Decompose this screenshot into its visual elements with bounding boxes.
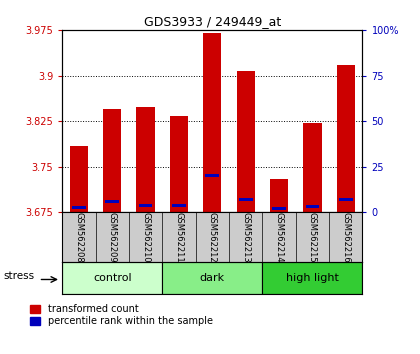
Text: GSM562209: GSM562209 xyxy=(108,212,117,263)
Text: GSM562213: GSM562213 xyxy=(241,212,250,263)
Text: GSM562212: GSM562212 xyxy=(208,212,217,263)
Bar xyxy=(272,207,286,210)
Bar xyxy=(339,198,353,201)
Bar xyxy=(70,145,88,212)
Bar xyxy=(205,175,219,177)
Bar xyxy=(336,65,355,212)
Bar xyxy=(270,179,288,212)
Text: high light: high light xyxy=(286,273,339,283)
Bar xyxy=(139,204,152,207)
Bar xyxy=(305,205,319,208)
Bar xyxy=(72,206,86,209)
Bar xyxy=(236,72,255,212)
Bar xyxy=(239,198,252,201)
Bar xyxy=(103,109,121,212)
Text: control: control xyxy=(93,273,131,283)
Bar xyxy=(172,204,186,207)
Text: GSM562210: GSM562210 xyxy=(141,212,150,263)
Bar xyxy=(162,262,262,294)
Bar xyxy=(203,33,221,212)
Bar xyxy=(62,262,162,294)
Bar xyxy=(105,200,119,203)
Text: GSM562211: GSM562211 xyxy=(174,212,184,263)
Text: GSM562208: GSM562208 xyxy=(74,212,83,263)
Text: dark: dark xyxy=(200,273,225,283)
Text: GSM562214: GSM562214 xyxy=(275,212,284,263)
Bar xyxy=(303,123,322,212)
Bar xyxy=(170,116,188,212)
Bar xyxy=(136,107,155,212)
Bar xyxy=(262,262,362,294)
Text: stress: stress xyxy=(3,271,34,281)
Text: GSM562216: GSM562216 xyxy=(341,212,350,263)
Text: GSM562215: GSM562215 xyxy=(308,212,317,263)
Legend: transformed count, percentile rank within the sample: transformed count, percentile rank withi… xyxy=(30,304,213,326)
Title: GDS3933 / 249449_at: GDS3933 / 249449_at xyxy=(144,15,281,28)
